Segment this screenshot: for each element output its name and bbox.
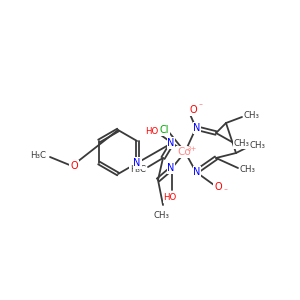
Text: H₃C: H₃C (130, 164, 146, 173)
Text: N: N (193, 123, 201, 133)
Text: N: N (134, 158, 141, 168)
Text: Cl: Cl (159, 125, 169, 135)
Text: 3+: 3+ (187, 146, 197, 152)
Text: O: O (70, 161, 78, 171)
Text: N: N (167, 138, 175, 148)
Text: CH₃: CH₃ (234, 140, 250, 148)
Text: CH₃: CH₃ (153, 211, 169, 220)
Text: O: O (189, 105, 197, 115)
Text: ⁻: ⁻ (198, 101, 202, 110)
Text: N: N (193, 167, 201, 177)
Text: O: O (214, 182, 222, 192)
Text: CH₃: CH₃ (250, 140, 266, 149)
Text: N: N (167, 163, 175, 173)
Text: HO: HO (164, 194, 177, 202)
Text: H₃C: H₃C (30, 152, 46, 160)
Text: ⁻: ⁻ (223, 187, 227, 196)
Text: HO: HO (146, 127, 159, 136)
Text: Co: Co (177, 147, 191, 157)
Text: CH₃: CH₃ (240, 166, 256, 175)
Text: CH₃: CH₃ (244, 110, 260, 119)
